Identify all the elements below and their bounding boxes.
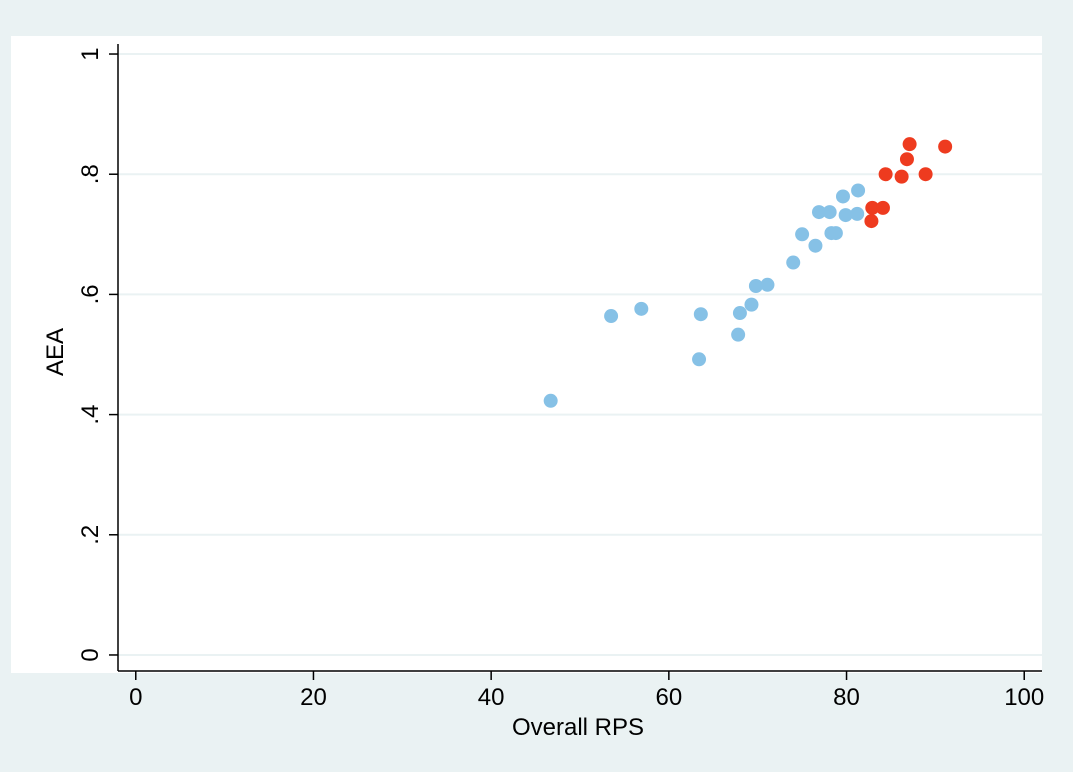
data-point-s1-5 xyxy=(731,327,746,342)
data-point-s2-1 xyxy=(865,200,880,215)
data-point-s1-13 xyxy=(811,205,826,220)
x-tick-label-2: 40 xyxy=(478,684,505,711)
data-point-s2-0 xyxy=(864,214,879,229)
y-axis-label: AEA xyxy=(42,328,69,376)
x-axis-label: Overall RPS xyxy=(512,714,644,741)
axes xyxy=(117,44,1042,672)
data-points xyxy=(543,137,953,408)
y-tick-label-0: 0 xyxy=(77,648,104,661)
data-point-s1-17 xyxy=(835,189,850,204)
data-point-s2-8 xyxy=(938,139,953,154)
data-point-s1-16 xyxy=(828,226,843,241)
x-tick-label-0: 0 xyxy=(129,684,142,711)
y-axis-ticks: 0 .2 .4 .6 .8 1 xyxy=(77,47,118,662)
data-point-s2-4 xyxy=(894,169,909,184)
data-point-s1-12 xyxy=(808,238,823,253)
plot-area xyxy=(11,36,1042,673)
data-point-s1-11 xyxy=(795,227,810,242)
data-point-s1-14 xyxy=(822,205,837,220)
gridlines xyxy=(118,53,1042,656)
x-tick-label-4: 80 xyxy=(833,684,860,711)
data-point-s1-20 xyxy=(851,183,866,198)
data-point-s2-3 xyxy=(878,167,893,182)
y-tick-label-1: .2 xyxy=(77,525,104,545)
data-point-s1-9 xyxy=(760,277,775,292)
data-point-s2-5 xyxy=(899,152,914,167)
data-point-s1-2 xyxy=(634,301,649,316)
data-point-s1-19 xyxy=(850,206,865,221)
data-point-s2-2 xyxy=(875,200,890,215)
data-point-s1-1 xyxy=(604,309,619,324)
data-point-s1-3 xyxy=(692,352,707,367)
y-tick-label-2: .4 xyxy=(77,405,104,425)
data-point-s1-10 xyxy=(786,255,801,270)
data-point-s1-18 xyxy=(838,208,853,223)
data-point-s1-0 xyxy=(543,393,558,408)
x-tick-label-5: 100 xyxy=(1004,684,1044,711)
data-point-s2-7 xyxy=(918,167,933,182)
data-point-s1-8 xyxy=(748,278,763,293)
y-tick-label-5: 1 xyxy=(77,47,104,60)
data-point-s1-7 xyxy=(744,297,759,312)
data-point-s1-6 xyxy=(732,306,747,321)
x-axis-ticks: 0 20 40 60 80 100 xyxy=(129,671,1044,711)
data-point-s2-6 xyxy=(902,137,917,152)
data-point-s1-4 xyxy=(693,307,708,322)
x-tick-label-3: 60 xyxy=(655,684,682,711)
x-tick-label-1: 20 xyxy=(300,684,327,711)
y-tick-label-4: .8 xyxy=(77,164,104,184)
y-tick-label-3: .6 xyxy=(77,284,104,304)
